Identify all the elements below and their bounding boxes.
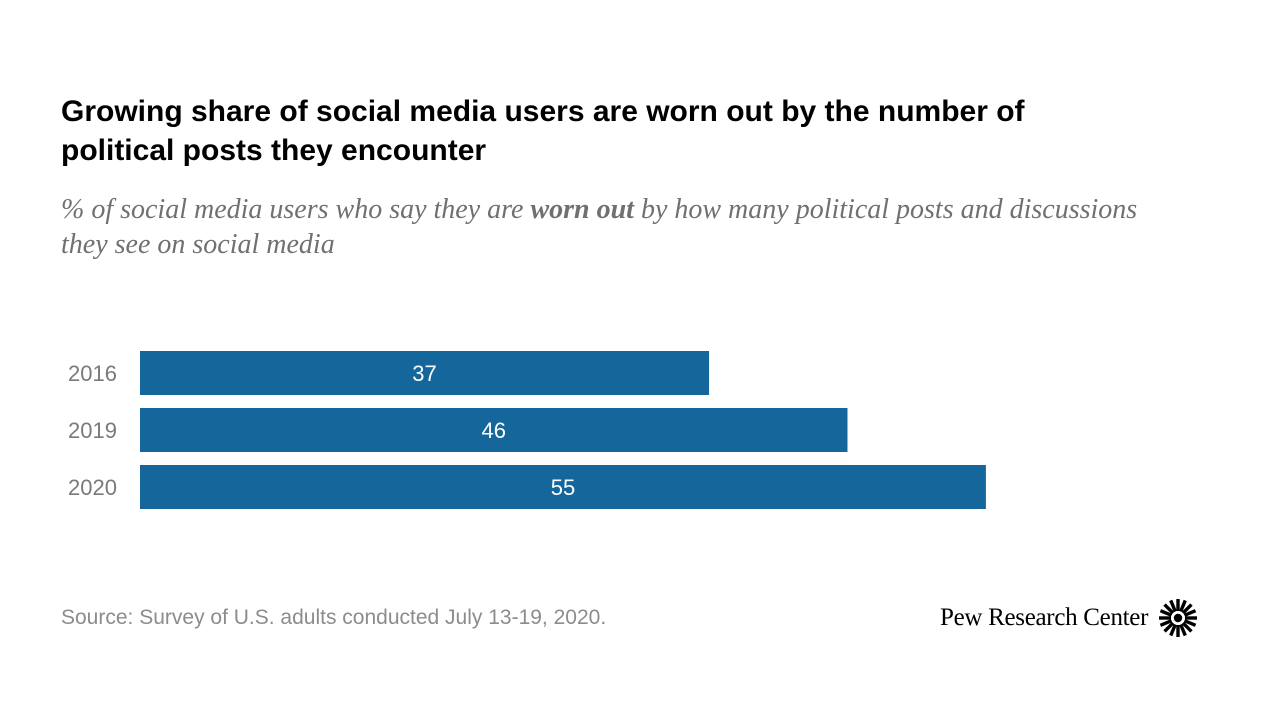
category-label-2020: 2020 [68, 475, 117, 500]
chart-subtitle: % of social media users who say they are… [61, 192, 1141, 262]
value-label-2016: 37 [412, 361, 436, 386]
bar-2019 [140, 408, 848, 452]
value-label-2019: 46 [481, 418, 505, 443]
pew-sunburst-icon [1159, 599, 1198, 637]
bar-2016 [140, 351, 710, 395]
subtitle-emphasis: worn out [530, 194, 634, 225]
bar-chart: 2016 37 2019 46 2020 55 [68, 351, 986, 509]
bar-2020 [140, 465, 986, 509]
subtitle-text-after: by how many political posts and discussi… [61, 194, 1138, 260]
brand-logo: Pew Research Center [940, 598, 1198, 638]
value-label-2020: 55 [551, 475, 575, 500]
source-note: Source: Survey of U.S. adults conducted … [61, 606, 607, 629]
subtitle-text-before: % of social media users who say they are [61, 194, 531, 225]
brand-name: Pew Research Center [940, 604, 1149, 631]
chart-title: Growing share of social media users are … [61, 95, 1025, 167]
category-label-2016: 2016 [68, 361, 117, 386]
category-label-2019: 2019 [68, 418, 117, 443]
